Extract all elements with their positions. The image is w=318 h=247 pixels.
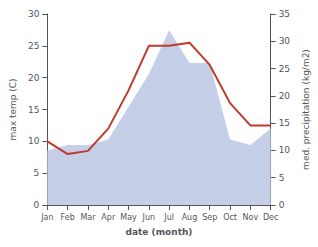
svg-text:Feb: Feb xyxy=(61,213,75,222)
svg-text:date (month): date (month) xyxy=(126,227,193,237)
svg-text:Dec: Dec xyxy=(263,213,278,222)
svg-text:Nov: Nov xyxy=(243,213,259,222)
svg-text:May: May xyxy=(120,213,137,222)
svg-text:20: 20 xyxy=(28,73,40,83)
svg-text:Mar: Mar xyxy=(80,213,96,222)
svg-text:35: 35 xyxy=(279,9,290,19)
svg-text:Jun: Jun xyxy=(142,213,156,222)
svg-text:10: 10 xyxy=(28,136,40,146)
svg-text:Apr: Apr xyxy=(101,213,116,222)
svg-text:Jan: Jan xyxy=(40,213,53,222)
svg-text:Jul: Jul xyxy=(163,213,174,222)
svg-text:30: 30 xyxy=(28,9,40,19)
svg-text:25: 25 xyxy=(279,64,290,74)
svg-text:15: 15 xyxy=(279,118,290,128)
svg-text:15: 15 xyxy=(28,105,39,115)
svg-text:0: 0 xyxy=(34,200,40,210)
svg-text:5: 5 xyxy=(279,173,285,183)
svg-text:max temp (C): max temp (C) xyxy=(8,78,18,140)
svg-text:med. precipitation (kg/m2): med. precipitation (kg/m2) xyxy=(301,49,311,170)
svg-text:5: 5 xyxy=(34,168,40,178)
svg-text:0: 0 xyxy=(279,200,285,210)
svg-text:25: 25 xyxy=(28,41,39,51)
svg-text:20: 20 xyxy=(279,91,291,101)
svg-text:Aug: Aug xyxy=(182,213,198,222)
svg-text:30: 30 xyxy=(279,36,291,46)
svg-text:Sep: Sep xyxy=(202,213,217,222)
svg-text:10: 10 xyxy=(279,145,291,155)
svg-text:Oct: Oct xyxy=(223,213,237,222)
